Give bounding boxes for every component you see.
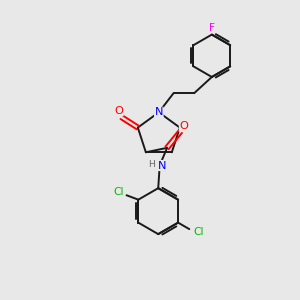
Text: O: O	[114, 106, 123, 116]
Text: N: N	[154, 107, 163, 117]
Text: Cl: Cl	[113, 187, 124, 197]
Text: H: H	[148, 160, 155, 169]
Text: F: F	[209, 23, 215, 33]
Text: N: N	[158, 160, 166, 170]
Text: O: O	[179, 121, 188, 131]
Text: Cl: Cl	[193, 227, 203, 237]
